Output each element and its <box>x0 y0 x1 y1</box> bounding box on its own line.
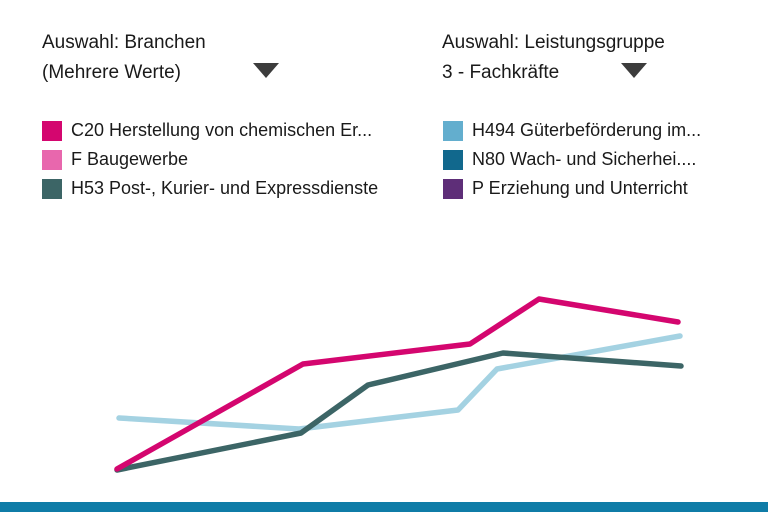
legend-label: C20 Herstellung von chemischen Er... <box>71 120 373 140</box>
legend-item-f[interactable]: F Baugewerbe <box>42 145 378 174</box>
legend-swatch-icon <box>42 178 62 199</box>
legend-label: P Erziehung und Unterricht <box>472 178 688 198</box>
filter-leistungsgruppe-value: 3 - Fachkräfte <box>442 62 560 83</box>
footer-bar <box>0 502 768 512</box>
legend-label: F Baugewerbe <box>71 149 189 169</box>
filter-branchen-title: Auswahl: Branchen <box>42 32 206 53</box>
filter-branchen-value: (Mehrere Werte) <box>42 62 182 83</box>
legend-label: H494 Güterbeförderung im... <box>472 120 702 140</box>
legend-label: H53 Post-, Kurier- und Expressdienste <box>71 178 379 198</box>
filter-branchen[interactable]: Auswahl: Branchen (Mehrere Werte) <box>42 28 206 88</box>
legend-column-right: H494 Güterbeförderung im... N80 Wach- un… <box>443 116 701 203</box>
legend-item-h494[interactable]: H494 Güterbeförderung im... <box>443 116 701 145</box>
legend-swatch-icon <box>443 178 463 199</box>
legend-item-p[interactable]: P Erziehung und Unterricht <box>443 174 701 203</box>
filter-leistungsgruppe-title: Auswahl: Leistungsgruppe <box>442 32 665 53</box>
legend-swatch-icon <box>42 120 62 141</box>
legend-swatch-icon <box>443 120 463 141</box>
filter-leistungsgruppe[interactable]: Auswahl: Leistungsgruppe 3 - Fachkräfte <box>442 28 665 88</box>
legend-swatch-icon <box>443 149 463 170</box>
legend-column-left: C20 Herstellung von chemischen Er... F B… <box>42 116 378 203</box>
legend-swatch-icon <box>42 149 62 170</box>
series-line-1[interactable] <box>114 350 684 473</box>
legend-item-n80[interactable]: N80 Wach- und Sicherhei.... <box>443 145 701 174</box>
legend-item-h53[interactable]: H53 Post-, Kurier- und Expressdienste <box>42 174 378 203</box>
series-line-2[interactable] <box>114 296 681 472</box>
legend-label: N80 Wach- und Sicherhei.... <box>472 149 697 169</box>
legend-item-c20[interactable]: C20 Herstellung von chemischen Er... <box>42 116 378 145</box>
dropdown-caret-icon[interactable] <box>621 63 647 78</box>
dropdown-caret-icon[interactable] <box>253 63 279 78</box>
